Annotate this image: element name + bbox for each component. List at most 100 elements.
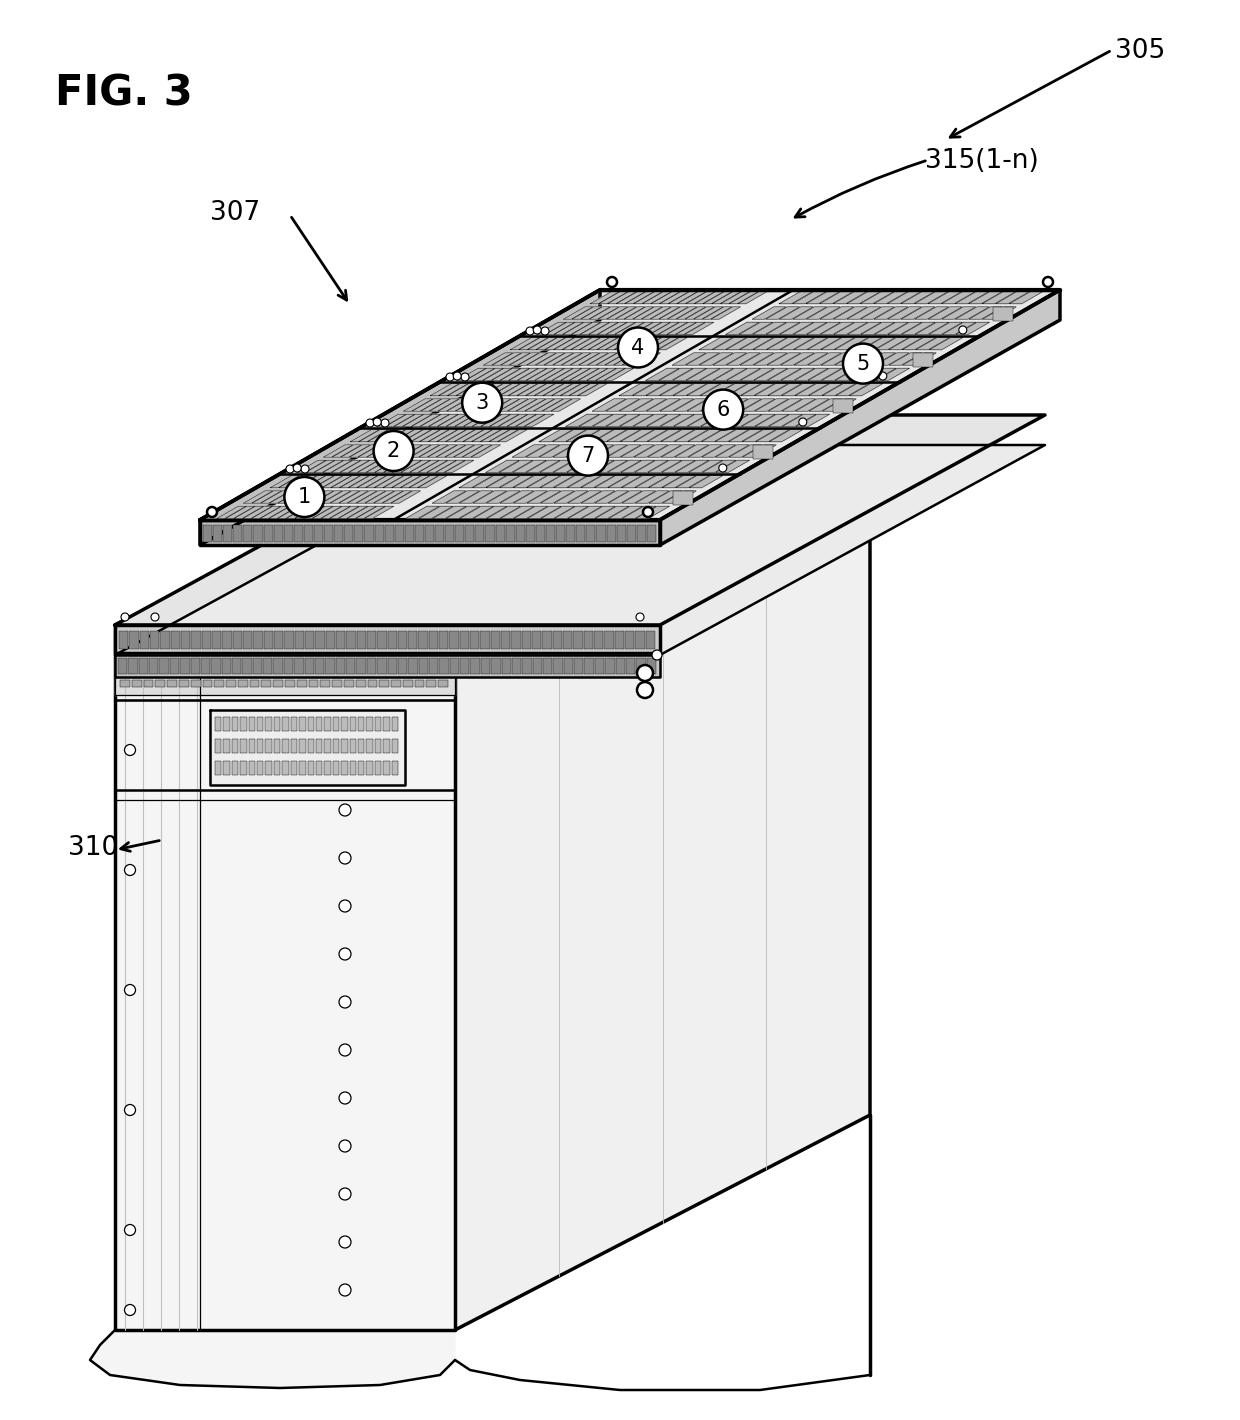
Bar xyxy=(285,680,295,687)
Bar xyxy=(574,657,584,674)
Polygon shape xyxy=(743,444,776,457)
Polygon shape xyxy=(647,444,681,457)
Bar xyxy=(332,717,339,731)
Bar xyxy=(332,650,342,657)
Polygon shape xyxy=(605,352,635,365)
Polygon shape xyxy=(570,368,599,381)
Polygon shape xyxy=(956,322,990,335)
Bar xyxy=(150,630,159,649)
Polygon shape xyxy=(589,338,618,349)
Bar xyxy=(343,639,353,646)
Bar xyxy=(320,680,330,687)
Polygon shape xyxy=(539,444,573,457)
Polygon shape xyxy=(565,415,599,426)
Bar xyxy=(439,630,449,649)
Text: 305: 305 xyxy=(1115,38,1166,64)
Bar xyxy=(305,657,314,674)
Polygon shape xyxy=(686,307,714,320)
Polygon shape xyxy=(376,444,404,457)
Polygon shape xyxy=(321,506,351,518)
Polygon shape xyxy=(446,506,480,518)
Polygon shape xyxy=(782,399,816,412)
Bar xyxy=(403,669,413,676)
Polygon shape xyxy=(331,460,361,473)
Polygon shape xyxy=(727,368,760,381)
Polygon shape xyxy=(552,383,582,396)
Polygon shape xyxy=(305,476,334,488)
Polygon shape xyxy=(588,352,618,365)
Polygon shape xyxy=(510,368,538,381)
Bar xyxy=(144,639,154,646)
Polygon shape xyxy=(410,429,440,442)
Polygon shape xyxy=(689,460,723,473)
Bar xyxy=(404,525,414,542)
Polygon shape xyxy=(625,291,655,304)
Polygon shape xyxy=(554,338,583,349)
Polygon shape xyxy=(243,506,272,518)
Bar xyxy=(325,761,331,775)
Polygon shape xyxy=(660,383,693,396)
Polygon shape xyxy=(848,352,882,365)
Polygon shape xyxy=(694,307,723,320)
Bar xyxy=(511,630,521,649)
Polygon shape xyxy=(916,338,950,349)
Circle shape xyxy=(339,1235,351,1248)
Polygon shape xyxy=(634,399,667,412)
Polygon shape xyxy=(438,415,467,426)
Polygon shape xyxy=(889,338,923,349)
Polygon shape xyxy=(622,491,656,503)
Polygon shape xyxy=(420,415,449,426)
Polygon shape xyxy=(641,338,670,349)
Bar xyxy=(356,657,366,674)
Bar xyxy=(211,657,221,674)
Bar xyxy=(626,525,636,542)
Polygon shape xyxy=(357,491,386,503)
Polygon shape xyxy=(456,368,486,381)
Polygon shape xyxy=(768,368,801,381)
Bar xyxy=(315,630,325,649)
Polygon shape xyxy=(546,338,574,349)
Bar xyxy=(408,657,418,674)
Polygon shape xyxy=(217,506,246,518)
Polygon shape xyxy=(662,460,696,473)
Polygon shape xyxy=(806,307,841,320)
Polygon shape xyxy=(768,352,801,365)
Polygon shape xyxy=(430,383,459,396)
Bar xyxy=(155,639,165,646)
Bar xyxy=(336,630,345,649)
Polygon shape xyxy=(606,322,636,335)
Polygon shape xyxy=(646,383,680,396)
Polygon shape xyxy=(833,291,867,304)
Polygon shape xyxy=(243,491,273,503)
Bar xyxy=(191,669,201,676)
Bar xyxy=(516,525,525,542)
Polygon shape xyxy=(660,307,688,320)
Polygon shape xyxy=(608,291,637,304)
Polygon shape xyxy=(486,476,520,488)
Bar xyxy=(398,630,407,649)
Polygon shape xyxy=(675,444,708,457)
Bar xyxy=(241,761,247,775)
Circle shape xyxy=(366,419,374,427)
Bar xyxy=(223,717,229,731)
Bar xyxy=(374,717,381,731)
Polygon shape xyxy=(312,506,342,518)
Polygon shape xyxy=(544,352,574,365)
Polygon shape xyxy=(526,460,560,473)
Polygon shape xyxy=(728,383,761,396)
Polygon shape xyxy=(517,399,546,412)
Polygon shape xyxy=(115,665,455,694)
Polygon shape xyxy=(714,383,748,396)
Polygon shape xyxy=(554,322,584,335)
Bar xyxy=(358,738,365,753)
Bar xyxy=(131,669,141,676)
Circle shape xyxy=(339,1189,351,1200)
Bar xyxy=(408,630,418,649)
Bar xyxy=(587,525,595,542)
Bar xyxy=(367,680,377,687)
Circle shape xyxy=(843,344,883,383)
Circle shape xyxy=(719,464,727,471)
Bar xyxy=(118,657,128,674)
Circle shape xyxy=(151,613,159,621)
Polygon shape xyxy=(620,429,653,442)
